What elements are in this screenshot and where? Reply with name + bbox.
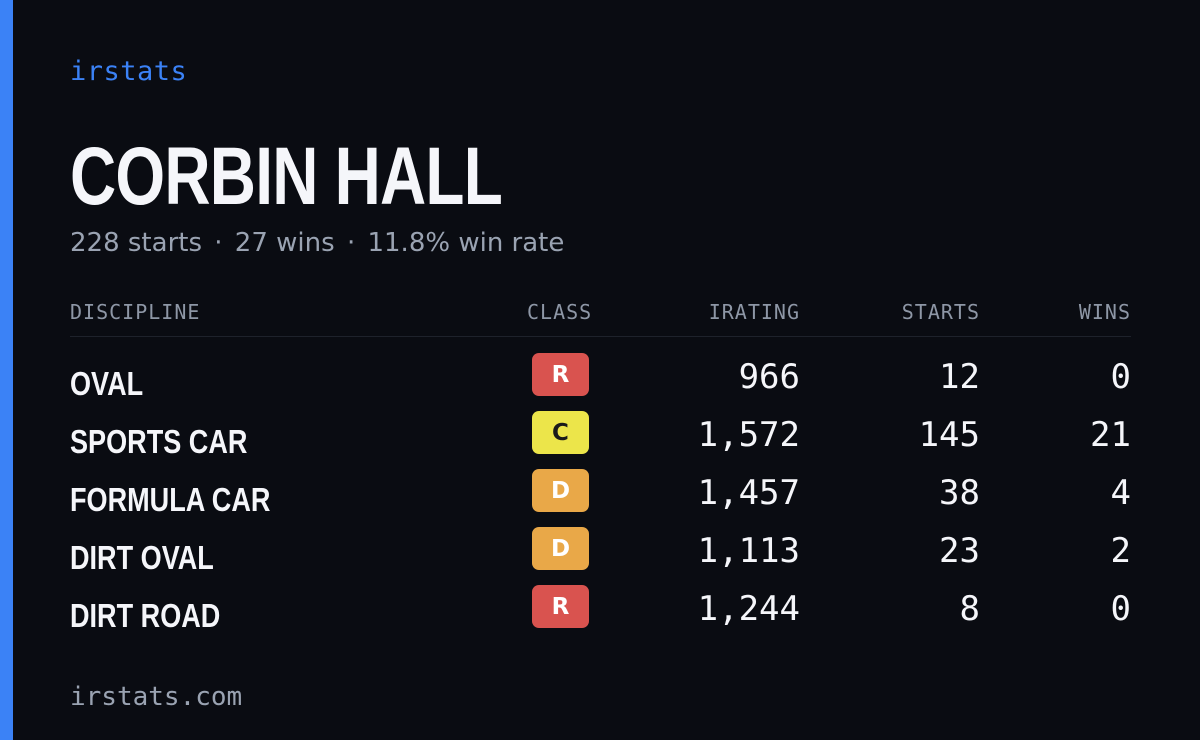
table-body: OVAL R 966 12 0 SPORTS CAR C 1,572 145 2… — [70, 353, 1131, 643]
driver-name: CORBIN HALL — [70, 131, 503, 222]
discipline-name: DIRT ROAD — [70, 597, 221, 634]
irating-value: 1,457 — [697, 473, 800, 513]
wins-value: 4 — [1110, 473, 1131, 513]
summary-separator: · — [214, 228, 223, 258]
irating-value: 1,244 — [697, 589, 800, 629]
table-row: DIRT OVAL D 1,113 23 2 — [70, 527, 1131, 585]
discipline-name: SPORTS CAR — [70, 423, 248, 460]
header-starts: STARTS — [901, 300, 980, 324]
summary-win-rate: 11.8% win rate — [367, 228, 565, 258]
table-row: OVAL R 966 12 0 — [70, 353, 1131, 411]
wins-value: 21 — [1090, 415, 1131, 455]
table-header: DISCIPLINE CLASS IRATING STARTS WINS — [70, 300, 1131, 337]
irating-value: 1,113 — [697, 531, 800, 571]
starts-value: 38 — [939, 473, 980, 513]
class-badge: D — [532, 469, 589, 512]
wins-value: 0 — [1110, 589, 1131, 629]
header-wins: WINS — [1078, 300, 1131, 324]
starts-value: 145 — [918, 415, 980, 455]
header-discipline: DISCIPLINE — [70, 300, 201, 324]
summary-wins: 27 wins — [234, 228, 335, 258]
class-badge: C — [532, 411, 589, 454]
summary-starts: 228 starts — [70, 228, 202, 258]
summary-separator: · — [346, 228, 356, 258]
table-row: FORMULA CAR D 1,457 38 4 — [70, 469, 1131, 527]
wins-value: 2 — [1110, 531, 1131, 571]
class-badge: R — [532, 353, 589, 396]
driver-summary: 228 starts · 27 wins · 11.8% win rate — [70, 228, 564, 258]
irating-value: 966 — [738, 357, 800, 397]
discipline-stats-table: DISCIPLINE CLASS IRATING STARTS WINS OVA… — [70, 300, 1131, 643]
discipline-name: DIRT OVAL — [70, 539, 214, 576]
brand-logo-text: irstats — [70, 56, 188, 87]
wins-value: 0 — [1110, 357, 1131, 397]
header-irating: IRATING — [708, 300, 800, 324]
accent-bar — [0, 0, 13, 740]
table-row: DIRT ROAD R 1,244 8 0 — [70, 585, 1131, 643]
class-badge: R — [532, 585, 589, 628]
starts-value: 8 — [959, 589, 980, 629]
class-badge: D — [532, 527, 589, 570]
table-row: SPORTS CAR C 1,572 145 21 — [70, 411, 1131, 469]
header-class: CLASS — [527, 300, 593, 324]
starts-value: 12 — [939, 357, 980, 397]
footer-url: irstats.com — [70, 682, 243, 712]
discipline-name: FORMULA CAR — [70, 481, 271, 518]
irating-value: 1,572 — [697, 415, 800, 455]
discipline-name: OVAL — [70, 365, 144, 402]
starts-value: 23 — [939, 531, 980, 571]
